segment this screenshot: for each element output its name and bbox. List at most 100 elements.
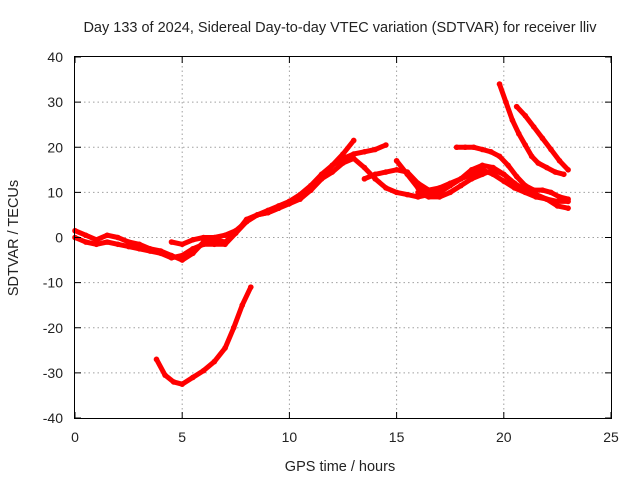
satellite-track-3-point [308, 187, 314, 193]
y-tick-label: -20 [43, 320, 63, 336]
tick-labels: 0 5 10 15 20 25 -40 -30 -20 -10 0 10 20 30 40 [43, 49, 619, 445]
satellite-track-8-point [561, 171, 567, 178]
satellite-track-1-point [104, 232, 110, 239]
satellite-track-3-point [265, 207, 271, 214]
satellite-track-6-point [393, 157, 400, 164]
satellite-track-3-point [179, 241, 185, 248]
satellite-track-9-point [556, 157, 563, 164]
satellite-track-2-point [125, 243, 132, 250]
y-tick-label: 30 [47, 94, 63, 110]
satellite-track-8-point [552, 169, 559, 175]
satellite-track-3-point [297, 194, 303, 200]
satellite-track-6-point [479, 162, 486, 169]
satellite-track-2-point [93, 241, 100, 248]
satellite-track-7-point [462, 144, 469, 151]
satellite-track-9-point [531, 124, 537, 130]
satellite-track-7-point [505, 162, 511, 169]
satellite-track-4-point [211, 358, 218, 365]
satellite-track-1-point [93, 236, 100, 243]
satellite-track-4-point [190, 374, 196, 381]
plot-frame [74, 56, 612, 419]
satellite-track-7-point [470, 144, 477, 151]
x-tick-label: 20 [496, 429, 512, 445]
y-tick-label: 40 [47, 49, 63, 65]
satellite-track-5-point [383, 169, 389, 175]
satellite-track-7-point [539, 187, 546, 193]
x-tick-label: 10 [282, 429, 298, 445]
satellite-track-1-point [115, 234, 121, 241]
satellite-track-6-point [533, 191, 539, 198]
satellite-track-7-point [496, 153, 503, 160]
satellite-track-6-point [447, 182, 454, 189]
satellite-track-2-point [211, 241, 218, 248]
grid [75, 57, 611, 418]
satellite-track-7-point [522, 182, 529, 189]
satellite-track-5-point [501, 178, 507, 184]
satellite-track-8-point [535, 160, 541, 166]
satellite-track-10-point [511, 180, 518, 187]
satellite-track-2-point [147, 248, 153, 254]
satellite-track-10-point [501, 171, 507, 178]
satellite-track-3-point [275, 203, 282, 209]
satellite-track-2-point [190, 245, 196, 252]
satellite-track-10-point [490, 167, 496, 173]
satellite-track-4-point [153, 356, 160, 363]
satellite-track-1-point [361, 148, 368, 155]
satellite-track-7-point [548, 189, 554, 196]
x-tick-label: 25 [603, 429, 619, 445]
x-axis-label: GPS time / hours [285, 459, 395, 475]
satellite-track-8-point [496, 81, 503, 87]
satellite-track-5-point [361, 176, 368, 182]
satellite-track-2-point [168, 255, 175, 261]
satellite-track-6-point [554, 203, 561, 209]
satellite-track-3-point [243, 218, 250, 225]
ticks [74, 56, 612, 419]
y-tick-label: -40 [43, 410, 63, 426]
satellite-track-3-point [200, 234, 207, 241]
satellite-track-1-point [82, 232, 89, 239]
y-tick-label: -30 [43, 365, 63, 381]
satellite-track-2-point [115, 241, 121, 248]
series-group [72, 81, 571, 387]
satellite-track-1-point [372, 146, 378, 153]
satellite-track-4-point [170, 379, 177, 385]
y-tick-label: 20 [47, 139, 63, 155]
satellite-track-1-point [136, 241, 143, 248]
satellite-track-10-point [458, 182, 464, 189]
satellite-track-3-point [361, 164, 368, 171]
satellite-track-3-point [286, 198, 293, 205]
satellite-track-2-point [200, 241, 207, 248]
satellite-track-1-point [125, 239, 132, 245]
satellite-track-6-point [565, 205, 571, 211]
satellite-track-7-point [565, 196, 571, 202]
satellite-track-2-point [82, 239, 89, 245]
satellite-track-3-point [393, 189, 400, 196]
satellite-track-7-point [531, 187, 537, 193]
satellite-track-10-point [425, 194, 432, 200]
y-tick-label: 10 [47, 184, 63, 200]
satellite-track-1-point [383, 142, 389, 148]
satellite-track-3-point [211, 234, 218, 241]
satellite-track-4-point [239, 302, 246, 308]
satellite-track-2-point [179, 252, 185, 259]
satellite-track-5-point [393, 167, 400, 173]
satellite-track-2-point [329, 162, 336, 169]
satellite-track-9-point [548, 146, 554, 153]
satellite-track-7-point [488, 148, 494, 155]
satellite-track-8-point [509, 117, 516, 123]
satellite-track-8-point [516, 130, 522, 137]
satellite-track-3-point [222, 232, 228, 239]
satellite-track-4-point [162, 372, 168, 378]
satellite-track-3-point [350, 155, 357, 162]
satellite-track-10-point [468, 176, 475, 182]
satellite-track-8-line [497, 81, 567, 177]
satellite-track-10-point [436, 194, 443, 200]
satellite-track-4-point [200, 367, 207, 374]
satellite-track-5-point [372, 171, 378, 178]
satellite-track-9-point [522, 112, 529, 119]
satellite-track-8-point [528, 153, 535, 160]
y-tick-label: -10 [43, 275, 63, 291]
satellite-track-3-point [318, 176, 325, 182]
satellite-track-7-point [513, 173, 520, 180]
